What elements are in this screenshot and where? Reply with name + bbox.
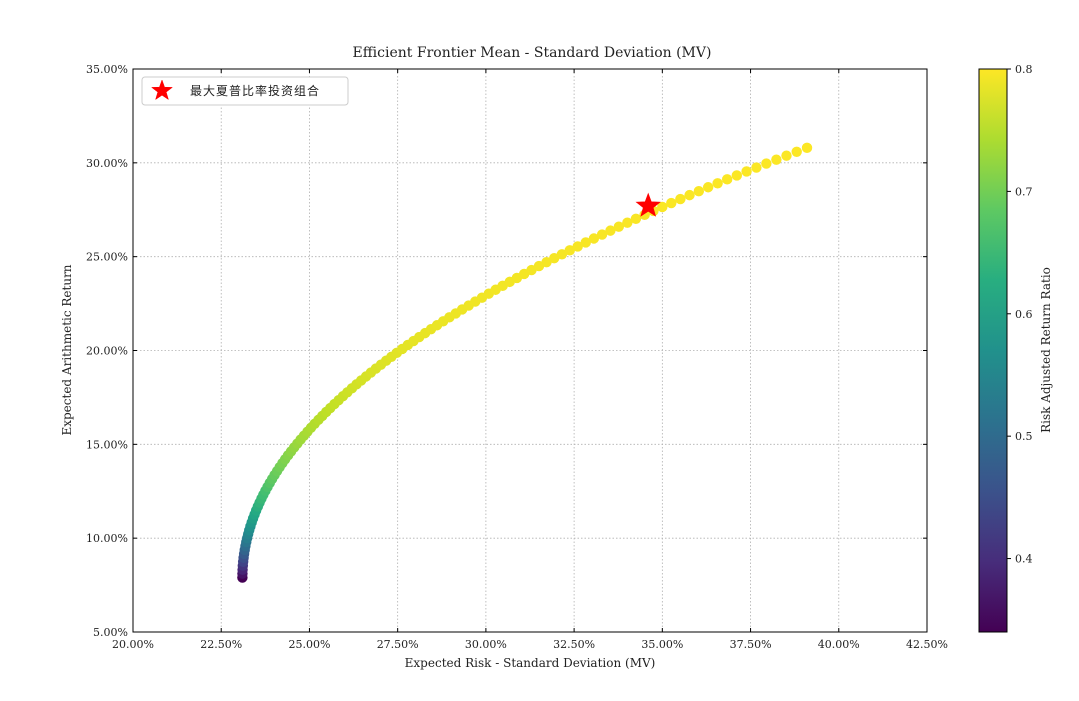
x-tick-label: 25.00% (288, 638, 330, 651)
frontier-points (237, 142, 813, 583)
max-sharpe-star (635, 192, 661, 217)
y-tick-label: 30.00% (86, 157, 128, 170)
colorbar-tick-label: 0.5 (1015, 430, 1033, 443)
frontier-point (622, 217, 633, 228)
y-axis-ticks: 5.00% 10.00% 15.00% 20.00% 25.00% 30.00% 35.00… (86, 63, 927, 639)
x-tick-label: 20.00% (112, 638, 154, 651)
frontier-point (801, 142, 813, 154)
y-tick-label: 25.00% (86, 251, 128, 264)
colorbar-tick-label: 0.7 (1015, 185, 1033, 198)
y-tick-label: 15.00% (86, 438, 128, 451)
y-tick-label: 35.00% (86, 63, 128, 76)
legend-star-icon (150, 79, 174, 101)
frontier-point (712, 178, 723, 189)
x-axis-label: Expected Risk - Standard Deviation (MV) (405, 656, 656, 670)
legend-box (141, 76, 349, 106)
legend-label: 最大夏普比率投资组合 (190, 83, 320, 98)
colorbar (978, 68, 1008, 633)
frontier-point (702, 182, 714, 193)
x-tick-label: 27.50% (377, 638, 419, 651)
x-axis-ticks: 20.00% 22.50% 25.00% 27.50% 30.00% 32.50% 35.0… (112, 69, 948, 651)
chart-title: Efficient Frontier Mean - Standard Devia… (353, 45, 712, 61)
frontier-point (781, 150, 792, 161)
colorbar-label: Risk Adjusted Return Ratio (1039, 267, 1053, 433)
x-tick-label: 35.00% (641, 638, 683, 651)
y-tick-label: 20.00% (86, 345, 128, 358)
frontier-point (751, 162, 762, 173)
colorbar-ticks: 0.4 0.5 0.6 0.7 0.8 (1007, 63, 1033, 566)
x-tick-label: 22.50% (200, 638, 242, 651)
frontier-point (791, 146, 802, 157)
frontier-point (605, 225, 616, 236)
colorbar-tick-label: 0.4 (1015, 553, 1033, 566)
y-tick-label: 5.00% (93, 626, 128, 639)
frontier-point (588, 233, 600, 244)
frontier-point (741, 166, 752, 177)
colorbar-tick-label: 0.8 (1015, 63, 1033, 76)
y-axis-label: Expected Arithmetic Return (60, 264, 74, 435)
frontier-point (613, 221, 625, 232)
frontier-point (541, 256, 552, 268)
frontier-point (548, 253, 560, 264)
x-tick-label: 32.50% (553, 638, 595, 651)
frontier-point (731, 170, 743, 181)
grid-lines (132, 68, 928, 633)
frontier-point (684, 189, 695, 201)
frontier-point (675, 193, 686, 205)
frontier-point (657, 201, 668, 213)
frontier-point (572, 241, 583, 252)
frontier-point (761, 158, 772, 169)
x-tick-label: 37.50% (730, 638, 772, 651)
frontier-point (721, 174, 733, 185)
frontier-point (556, 249, 568, 260)
frontier-point (666, 197, 677, 209)
frontier-point (564, 245, 575, 256)
frontier-point (693, 185, 705, 197)
max-sharpe-marker (635, 192, 661, 217)
x-tick-label: 40.00% (818, 638, 860, 651)
legend: 最大夏普比率投资组合 (141, 76, 349, 106)
colorbar-tick-label: 0.6 (1015, 308, 1033, 321)
y-tick-label: 10.00% (86, 532, 128, 545)
frontier-point (580, 237, 591, 248)
frontier-point (630, 213, 642, 224)
frontier-point (596, 229, 608, 240)
frontier-point (771, 154, 782, 165)
x-tick-label: 30.00% (465, 638, 507, 651)
x-tick-label: 42.50% (906, 638, 948, 651)
